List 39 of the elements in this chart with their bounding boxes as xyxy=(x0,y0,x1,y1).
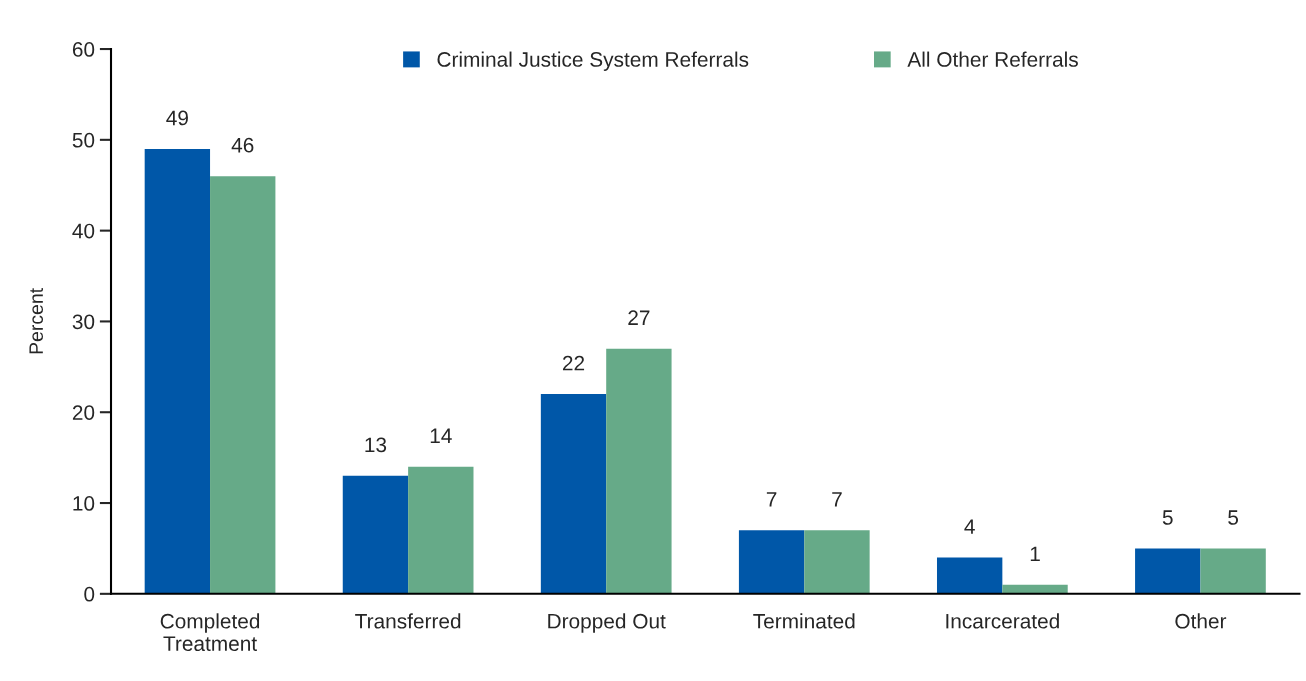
data-label: 13 xyxy=(365,437,387,453)
x-tick-label: Completed Treatment xyxy=(160,613,260,652)
x-tick-label: Incarcerated xyxy=(946,613,1059,629)
data-label: 4 xyxy=(964,519,975,534)
bar xyxy=(144,148,211,594)
y-tick-label: 30 xyxy=(72,314,95,330)
y-tick-label: 20 xyxy=(72,405,95,420)
bar xyxy=(342,475,409,594)
bar xyxy=(540,394,607,594)
x-tick-label: Other xyxy=(1175,613,1227,629)
x-tick-label: Dropped Out xyxy=(548,613,666,633)
bar xyxy=(1200,548,1266,594)
y-axis-title: Percent xyxy=(29,288,44,354)
data-label: 14 xyxy=(430,428,452,443)
bar xyxy=(1135,548,1201,594)
bar xyxy=(804,530,870,594)
x-tick-label: Transferred xyxy=(355,613,461,629)
legend-label: All Other Referrals xyxy=(907,51,1078,67)
y-tick-label: 40 xyxy=(72,223,95,239)
y-tick-label: 60 xyxy=(72,42,95,57)
data-label: 46 xyxy=(231,137,254,153)
bar xyxy=(936,557,1003,594)
y-tick-label: 50 xyxy=(72,132,95,148)
data-label: 7 xyxy=(766,492,777,507)
data-label: 5 xyxy=(1228,510,1239,525)
data-label: 49 xyxy=(166,110,188,126)
data-label: 27 xyxy=(628,310,650,325)
y-tick-label: 0 xyxy=(84,586,95,602)
bar xyxy=(408,466,474,594)
data-label: 22 xyxy=(562,355,585,371)
bar xyxy=(210,176,276,594)
legend-label: Criminal Justice System Referrals xyxy=(437,51,749,71)
y-tick-label: 10 xyxy=(73,496,95,511)
data-label: 1 xyxy=(1030,546,1040,561)
x-tick-label: Terminated xyxy=(753,613,855,629)
data-label: 5 xyxy=(1162,510,1173,525)
data-label: 7 xyxy=(832,492,842,507)
bar xyxy=(738,530,805,594)
bar xyxy=(606,348,672,594)
